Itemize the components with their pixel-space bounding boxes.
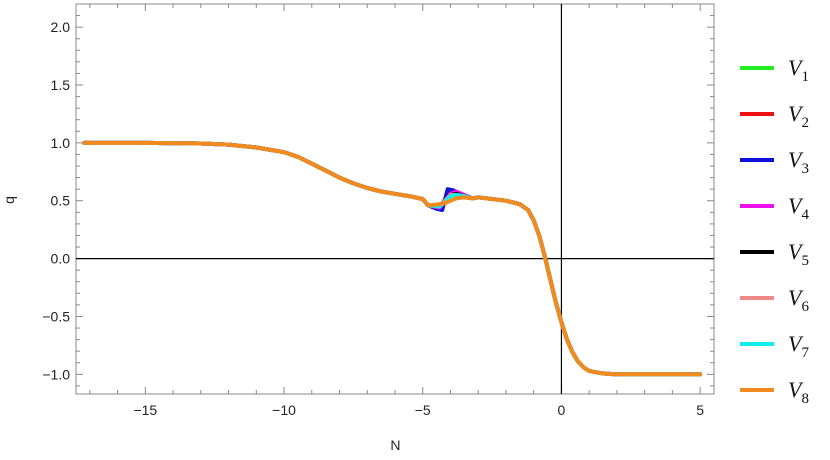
legend: V1 V2 V3 V4 V5 V6 V7 V8 bbox=[740, 55, 809, 407]
tick-marks bbox=[76, 4, 714, 394]
legend-label-6: V6 bbox=[788, 285, 809, 315]
x-axis-label: N bbox=[390, 437, 400, 453]
plot-frame bbox=[75, 3, 715, 395]
y-tick-label: 0.5 bbox=[51, 193, 71, 209]
y-axis-label: q bbox=[1, 196, 17, 204]
legend-label-5: V5 bbox=[788, 239, 809, 269]
y-tick-label: −0.5 bbox=[42, 308, 70, 324]
legend-label-1: V1 bbox=[788, 55, 809, 85]
x-tick-label: −15 bbox=[133, 402, 157, 418]
x-tick-label: −5 bbox=[415, 402, 431, 418]
plot-border bbox=[75, 3, 715, 395]
tick-labels: −15 −10 −5 0 5 −1.0 −0.5 0.0 0.5 1.0 1.5 2.0 bbox=[42, 19, 704, 418]
legend-label-8: V8 bbox=[788, 377, 809, 407]
legend-label-7: V7 bbox=[788, 331, 809, 361]
legend-label-2: V2 bbox=[788, 101, 809, 131]
series-line-8 bbox=[82, 140, 703, 377]
legend-label-3: V3 bbox=[788, 147, 809, 177]
legend-label-4: V4 bbox=[788, 193, 809, 223]
y-tick-label: 1.0 bbox=[51, 135, 71, 151]
y-tick-label: −1.0 bbox=[42, 366, 70, 382]
y-tick-label: 1.5 bbox=[51, 77, 71, 93]
series-layer bbox=[82, 140, 703, 377]
x-tick-label: 0 bbox=[558, 402, 566, 418]
y-tick-label: 0.0 bbox=[51, 251, 71, 267]
y-tick-label: 2.0 bbox=[51, 19, 71, 35]
x-tick-label: 5 bbox=[696, 402, 704, 418]
x-tick-label: −10 bbox=[272, 402, 296, 418]
zero-axes bbox=[76, 4, 714, 394]
